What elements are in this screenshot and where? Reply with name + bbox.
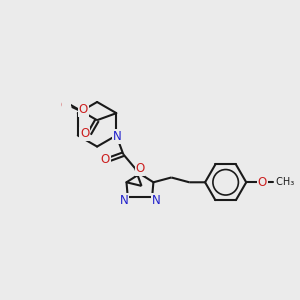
Text: O: O [60,99,70,112]
Text: O: O [79,103,88,116]
Text: O: O [100,153,110,166]
Text: CH₃: CH₃ [272,177,294,187]
Text: N: N [112,130,121,143]
Text: O: O [59,96,68,109]
Text: O: O [80,127,89,140]
Text: N: N [119,194,128,207]
Text: O: O [135,162,145,175]
Text: O: O [258,176,267,189]
Text: N: N [152,194,161,207]
